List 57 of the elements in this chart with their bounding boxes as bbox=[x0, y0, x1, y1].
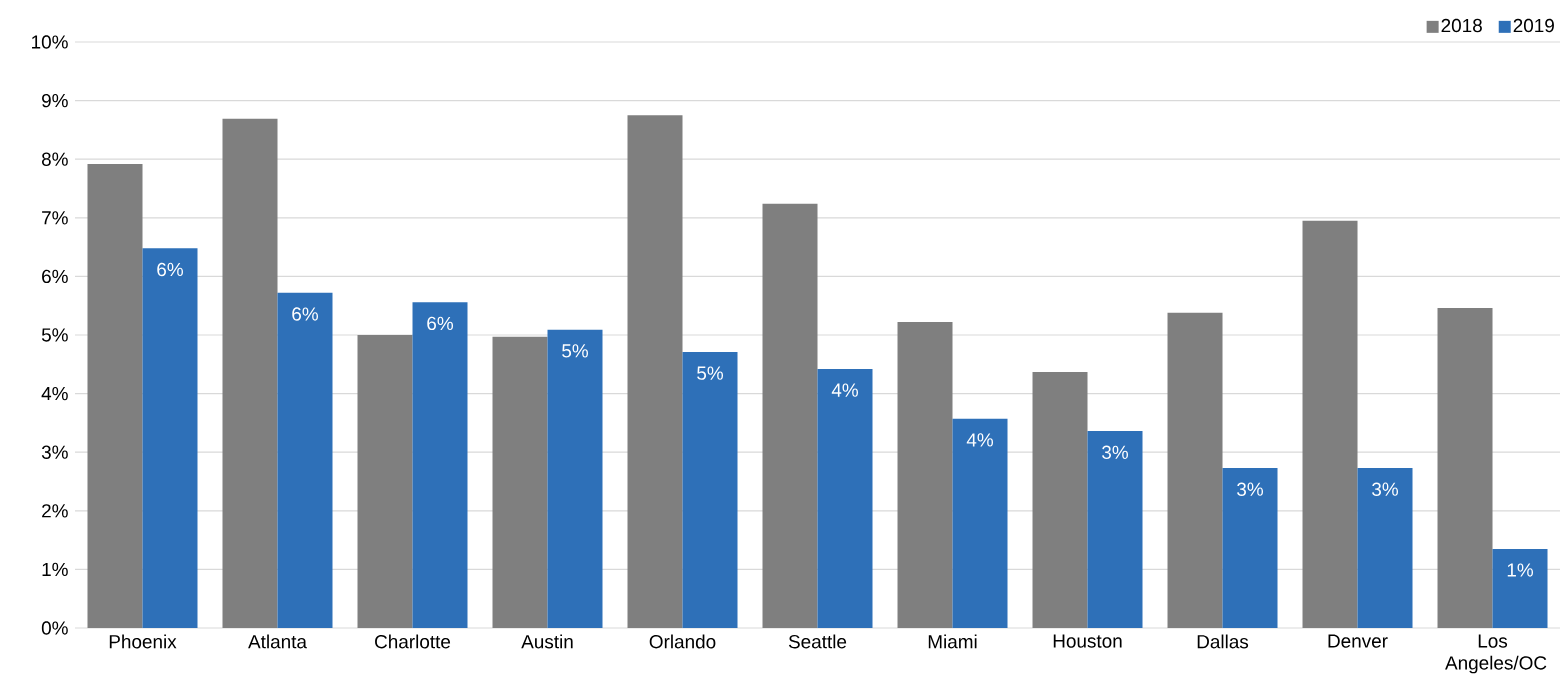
y-tick-label: 2% bbox=[42, 504, 68, 518]
bar bbox=[547, 329, 603, 628]
bar bbox=[492, 336, 548, 628]
bar bbox=[142, 248, 198, 628]
data-label: 3% bbox=[1237, 482, 1264, 496]
x-tick-label: Houston bbox=[1053, 634, 1122, 648]
bar bbox=[1492, 548, 1548, 628]
data-label: 4% bbox=[831, 383, 859, 397]
bar bbox=[1222, 468, 1278, 628]
y-tick-label: 3% bbox=[41, 445, 68, 459]
bar bbox=[87, 163, 143, 628]
x-tick-label: Seattle bbox=[788, 634, 847, 649]
bar bbox=[817, 368, 873, 628]
bar bbox=[357, 335, 413, 628]
data-label: 5% bbox=[562, 344, 589, 358]
y-tick-label: 9% bbox=[42, 93, 68, 108]
y-tick-label: 7% bbox=[42, 211, 68, 225]
x-tick-label: Denver bbox=[1328, 634, 1388, 648]
y-tick-label: 1% bbox=[42, 562, 68, 577]
bar bbox=[762, 203, 818, 628]
data-label: 5% bbox=[697, 366, 724, 380]
bar bbox=[1437, 308, 1493, 628]
x-tick-label: Atlanta bbox=[248, 634, 307, 649]
bar bbox=[897, 322, 953, 628]
bar bbox=[682, 351, 738, 628]
bar bbox=[1032, 371, 1088, 628]
data-label: 4% bbox=[966, 433, 994, 447]
y-tick-label: 10% bbox=[32, 35, 68, 49]
legend-label: 2019 bbox=[1513, 18, 1554, 33]
bar bbox=[1302, 220, 1358, 628]
x-tick-label: Los Angeles/OC bbox=[1445, 634, 1547, 674]
y-tick-label: 5% bbox=[41, 328, 68, 342]
x-tick-label: Austin bbox=[521, 634, 573, 649]
bar bbox=[1167, 312, 1223, 628]
bar bbox=[1087, 431, 1143, 628]
y-tick-label: 4% bbox=[41, 386, 68, 401]
x-tick-label: Miami bbox=[928, 634, 977, 649]
data-label: 3% bbox=[1102, 445, 1129, 460]
y-tick-label: 8% bbox=[41, 152, 68, 166]
legend-label: 2018 bbox=[1441, 18, 1482, 33]
bar bbox=[222, 118, 278, 628]
bar bbox=[277, 292, 333, 628]
bar bbox=[412, 302, 468, 628]
x-tick-label: Charlotte bbox=[375, 634, 451, 649]
data-label: 6% bbox=[157, 262, 183, 277]
x-tick-label: Dallas bbox=[1197, 634, 1249, 649]
data-label: 6% bbox=[292, 307, 318, 321]
x-tick-label: Orlando bbox=[649, 634, 716, 649]
bar bbox=[627, 115, 683, 628]
bar bbox=[952, 418, 1008, 628]
x-tick-label: Phoenix bbox=[109, 634, 177, 649]
bar bbox=[1357, 468, 1413, 628]
y-tick-label: 0% bbox=[41, 621, 68, 635]
data-label: 3% bbox=[1372, 482, 1399, 496]
data-label: 6% bbox=[427, 316, 453, 331]
y-tick-label: 6% bbox=[42, 269, 68, 284]
data-label: 1% bbox=[1507, 563, 1534, 577]
